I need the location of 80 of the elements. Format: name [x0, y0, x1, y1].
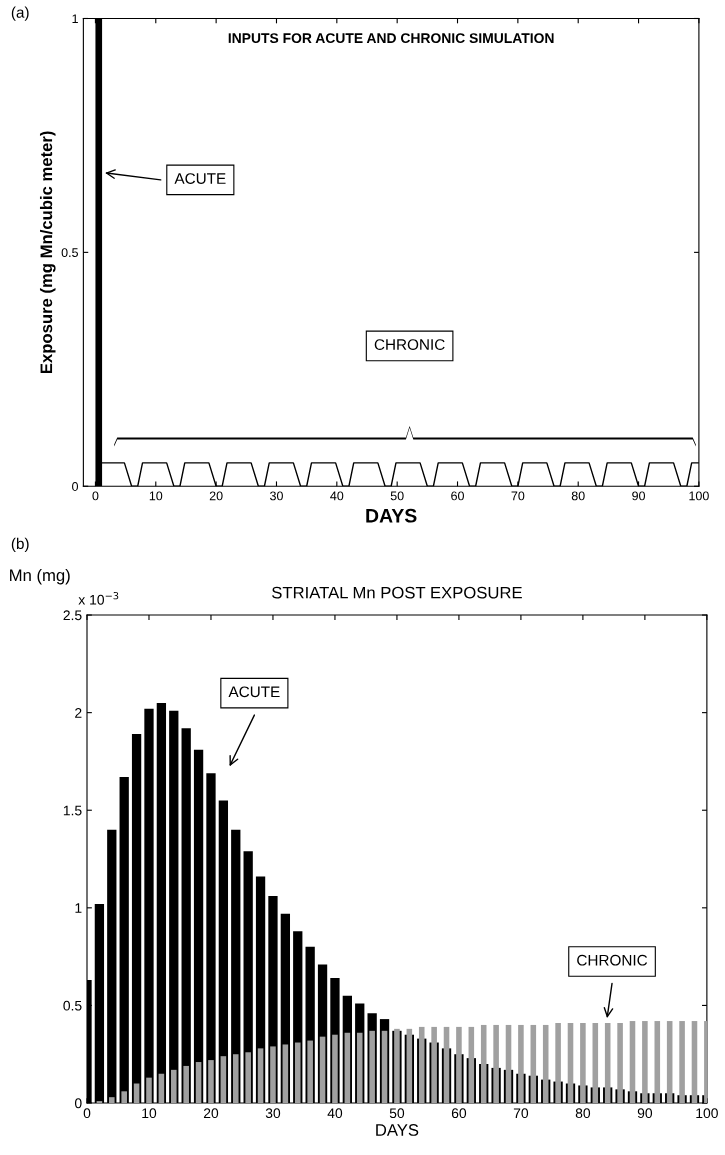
annotation: ACUTE	[228, 686, 280, 698]
x-tick-label: 100	[696, 1108, 718, 1119]
text: x 10$^{−3}$	[78, 592, 119, 605]
annotation: CHRONIC	[374, 339, 445, 351]
annotation: ACUTE	[174, 173, 226, 184]
bar	[282, 1044, 289, 1104]
x-tick-label: 20	[203, 1108, 219, 1119]
bar	[232, 1054, 239, 1104]
bar	[679, 1021, 685, 1104]
x-tick-label: 30	[265, 1108, 281, 1119]
bar	[270, 1046, 276, 1104]
bar	[245, 1052, 251, 1104]
x-axis-title: DAYS	[376, 1124, 419, 1136]
y-tick-label: 0	[72, 482, 79, 491]
x-tick-label: 60	[451, 491, 464, 501]
bar	[109, 1097, 115, 1104]
bar	[617, 1023, 623, 1104]
text: (a)	[11, 6, 29, 21]
x-tick-label: 20	[209, 491, 223, 501]
bar	[555, 1023, 561, 1104]
x-tick-label: 100	[689, 491, 709, 501]
y-tick-label: 2.5	[63, 610, 82, 621]
bar	[518, 1024, 524, 1104]
bar	[493, 1024, 499, 1104]
y-axis-title: Exposure (mg Mn/cubic meter)	[39, 131, 56, 374]
y-tick-label: 0.5	[61, 248, 78, 258]
x-tick-label: 50	[390, 491, 404, 501]
y-tick-label: 1	[72, 14, 78, 24]
bar	[195, 1062, 202, 1104]
y-tick-label: 1.5	[63, 805, 82, 816]
x-tick-label: 90	[632, 491, 646, 501]
x-tick-label: 0	[83, 1108, 91, 1119]
x-tick-label: 10	[142, 1108, 157, 1119]
x-tick-label: 0	[92, 491, 99, 501]
x-tick-label: 30	[270, 491, 283, 501]
bar	[332, 1034, 338, 1104]
x-tick-label: 10	[149, 491, 163, 501]
bar	[431, 1026, 437, 1104]
bar	[369, 1030, 375, 1104]
x-tick-label: 50	[389, 1108, 405, 1119]
text: INPUTS FOR ACUTE AND CHRONIC SIMULATION	[228, 33, 554, 44]
bar	[294, 1042, 301, 1104]
bar	[208, 1060, 214, 1104]
y-axis-title: Mn (mg)	[10, 568, 70, 585]
bar	[580, 1023, 586, 1104]
x-tick-label: 70	[511, 491, 525, 501]
bar	[356, 1032, 363, 1104]
annotation: CHRONIC	[577, 954, 648, 966]
chart-title: STRIATAL Mn POST EXPOSURE	[272, 586, 522, 599]
bar	[257, 1048, 264, 1104]
bar	[170, 1069, 177, 1104]
x-tick-label: 70	[513, 1108, 529, 1119]
x-tick-label: 40	[327, 1108, 343, 1119]
y-tick-label: 0.5	[63, 1000, 82, 1011]
y-tick-label: 2	[75, 707, 82, 718]
bar	[418, 1026, 425, 1104]
bar	[307, 1040, 313, 1104]
bar	[654, 1021, 661, 1104]
bar	[121, 1091, 127, 1104]
bar	[604, 1023, 611, 1104]
bar	[567, 1023, 574, 1104]
y-tick-label: 1	[75, 903, 82, 913]
bar	[146, 1077, 152, 1104]
text: (b)	[11, 537, 29, 553]
x-axis-title: DAYS	[366, 508, 417, 523]
bar	[480, 1024, 487, 1104]
x-tick-label: 40	[330, 491, 344, 501]
bar	[666, 1021, 673, 1104]
x-tick-label: 90	[637, 1108, 653, 1119]
bar	[629, 1021, 636, 1104]
x-tick-label: 80	[575, 1108, 591, 1119]
bar	[592, 1023, 599, 1104]
bar	[642, 1021, 648, 1104]
bar	[691, 1021, 698, 1104]
bar	[456, 1026, 462, 1104]
x-tick-label: 80	[571, 491, 585, 501]
bar	[183, 1065, 189, 1104]
y-tick-label: 0	[74, 1098, 82, 1109]
bar	[220, 1056, 227, 1104]
x-tick-label: 60	[451, 1108, 467, 1119]
